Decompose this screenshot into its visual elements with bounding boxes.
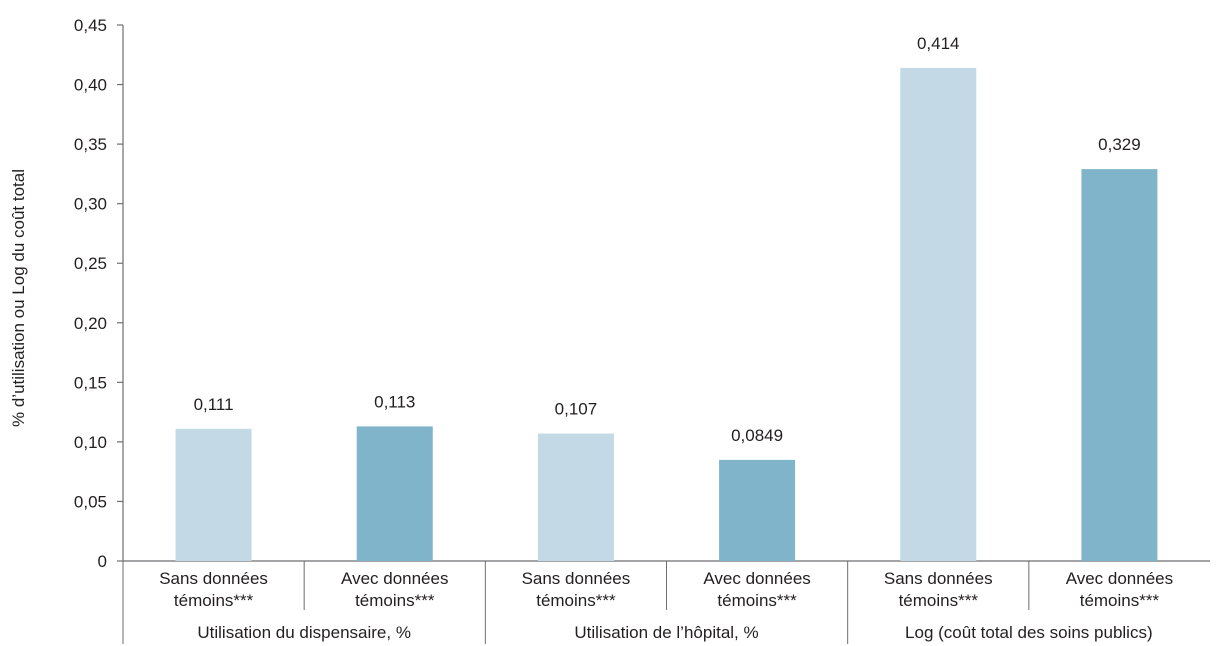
bar [719, 459, 796, 561]
group-label: Utilisation du dispensaire, % [197, 623, 411, 642]
bar [175, 428, 252, 561]
category-label: témoins*** [355, 591, 435, 610]
y-tick-label: 0,10 [74, 433, 107, 452]
bars [175, 67, 1158, 561]
category-label: Avec données [1066, 569, 1173, 588]
category-label: témoins*** [899, 591, 979, 610]
bar [900, 67, 977, 561]
y-axis-title: % d’utilisation ou Log du coût total [9, 169, 28, 427]
data-label: 0,329 [1098, 135, 1141, 154]
category-label: témoins*** [536, 591, 616, 610]
bar [356, 426, 433, 561]
group-label: Utilisation de l’hôpital, % [574, 623, 758, 642]
category-label: Sans données [522, 569, 631, 588]
category-label: témoins*** [1080, 591, 1160, 610]
data-label: 0,107 [555, 400, 598, 419]
y-tick-label: 0,30 [74, 195, 107, 214]
data-label: 0,113 [374, 392, 415, 411]
y-tick-label: 0,05 [74, 492, 107, 511]
data-label: 0,414 [917, 34, 960, 53]
category-label: témoins*** [174, 591, 254, 610]
y-tick-label: 0,35 [74, 135, 107, 154]
category-label: Avec données [341, 569, 448, 588]
y-tick-label: 0,45 [74, 16, 107, 35]
bar [1081, 169, 1158, 561]
category-label: Sans données [884, 569, 993, 588]
data-label: 0,111 [194, 395, 234, 414]
y-tick-label: 0,15 [74, 373, 107, 392]
y-tick-label: 0 [98, 552, 107, 571]
data-label: 0,0849 [731, 426, 783, 445]
axes [117, 24, 1210, 644]
category-label: Avec données [703, 569, 810, 588]
y-tick-label: 0,20 [74, 314, 107, 333]
bar [537, 433, 614, 561]
group-label: Log (coût total des soins publics) [905, 623, 1153, 642]
category-label: témoins*** [717, 591, 797, 610]
y-tick-label: 0,40 [74, 76, 107, 95]
y-tick-label: 0,25 [74, 254, 107, 273]
category-label: Sans données [159, 569, 268, 588]
labels: 0 0,05 0,10 0,15 0,20 0,25 0,30 0,35 0,40 0,45 0,1… [74, 16, 1173, 642]
